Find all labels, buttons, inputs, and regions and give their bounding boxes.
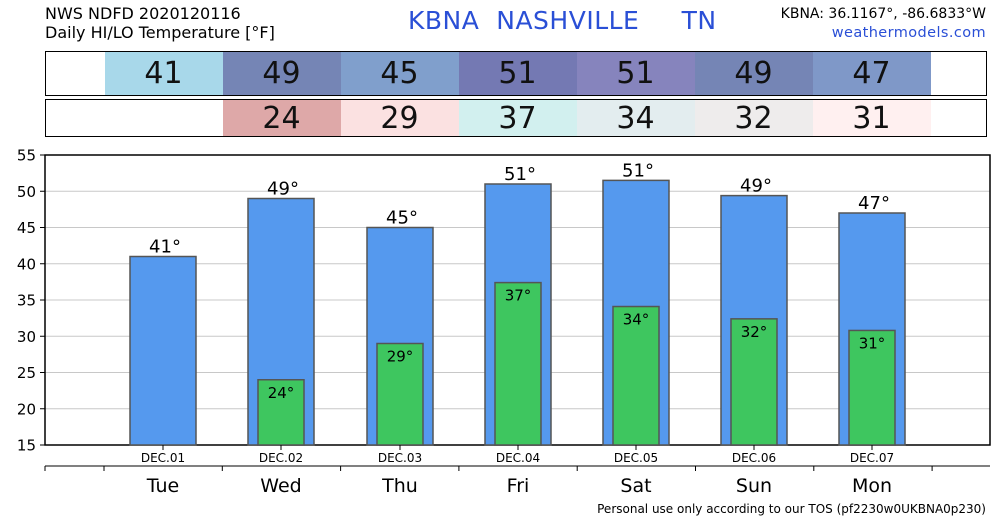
chart-title: Daily HI/LO Temperature [°F] [45, 23, 275, 42]
x-day-label: Wed [260, 475, 301, 497]
x-date-label: DEC.07 [850, 451, 894, 465]
y-tick-label: 40 [17, 255, 36, 273]
low-temp-data-label: 34° [623, 311, 650, 329]
x-day-label: Tue [146, 475, 179, 497]
low-temp-data-label: 37° [505, 287, 532, 305]
temperature-bar-chart: 15 20 25 30 35 40 45 50 55 41° 49° 45° 51° 51° 49° 47° 2… [17, 147, 991, 497]
low-temp-cell: 24 [222, 100, 341, 136]
y-tick-label: 15 [17, 437, 36, 455]
low-temp-bar [730, 318, 778, 446]
low-temp-cell: 37 [458, 100, 577, 136]
low-temp-bar [494, 281, 542, 446]
x-day-label: Sun [736, 475, 772, 497]
high-temp-cell: 45 [340, 52, 459, 95]
footer-note: Personal use only according to our TOS (… [597, 502, 986, 516]
y-tick-label: 55 [17, 147, 36, 165]
high-temp-cell: 51 [458, 52, 577, 95]
station-name: KBNA NASHVILLE TN [408, 6, 717, 35]
y-tick-label: 45 [17, 219, 36, 237]
chart-header-right: KBNA: 36.1167°, -86.6833°W weathermodels… [781, 5, 986, 43]
high-temperature-strip: 41 49 45 51 51 49 47 [45, 51, 987, 96]
x-date-label: DEC.01 [141, 451, 185, 465]
low-temp-data-label: 24° [268, 384, 295, 402]
x-day-label: Sat [620, 475, 651, 497]
x-date-label: DEC.02 [259, 451, 303, 465]
high-temp-cell: 49 [222, 52, 341, 95]
station-coordinates: KBNA: 36.1167°, -86.6833°W [780, 6, 986, 22]
x-date-label: DEC.05 [614, 451, 658, 465]
chart-header-left: NWS NDFD 2020120116 Daily HI/LO Temperat… [45, 4, 275, 42]
x-date-label: DEC.04 [496, 451, 540, 465]
high-temp-data-label: 51° [622, 160, 654, 181]
low-temp-data-label: 32° [741, 323, 768, 341]
low-temp-bar [376, 342, 424, 446]
site-link[interactable]: weathermodels.com [831, 25, 986, 41]
low-temp-cell: 31 [812, 100, 931, 136]
high-temp-data-label: 47° [858, 193, 890, 214]
y-tick-label: 35 [17, 292, 36, 310]
high-temp-cell: 47 [812, 52, 931, 95]
high-temp-cell: 51 [576, 52, 695, 95]
x-date-label: DEC.03 [378, 451, 422, 465]
high-temp-bar [129, 255, 197, 446]
low-temp-cell: 32 [694, 100, 813, 136]
high-temp-data-label: 49° [740, 176, 772, 197]
low-temp-cell: 29 [340, 100, 459, 136]
low-temp-data-label: 31° [859, 334, 886, 352]
x-day-label: Mon [852, 475, 892, 497]
model-run-label: NWS NDFD 2020120116 [45, 4, 241, 23]
y-tick-label: 30 [17, 328, 36, 346]
low-temp-cell [104, 100, 223, 136]
low-temp-bar [257, 379, 305, 446]
high-temp-data-label: 45° [386, 208, 418, 229]
high-temp-cell: 41 [104, 52, 223, 95]
high-temp-cell: 49 [694, 52, 813, 95]
high-temp-data-label: 51° [504, 164, 536, 185]
x-day-label: Fri [507, 475, 530, 497]
y-tick-label: 25 [17, 364, 36, 382]
x-day-label: Thu [381, 475, 418, 497]
low-temperature-strip: 24 29 37 34 32 31 [45, 99, 987, 137]
low-temp-cell: 34 [576, 100, 695, 136]
x-date-label: DEC.06 [732, 451, 776, 465]
y-tick-label: 50 [17, 183, 36, 201]
low-temp-data-label: 29° [387, 348, 414, 366]
high-temp-data-label: 49° [267, 179, 299, 200]
high-temp-data-label: 41° [149, 237, 181, 258]
y-tick-label: 20 [17, 400, 36, 418]
